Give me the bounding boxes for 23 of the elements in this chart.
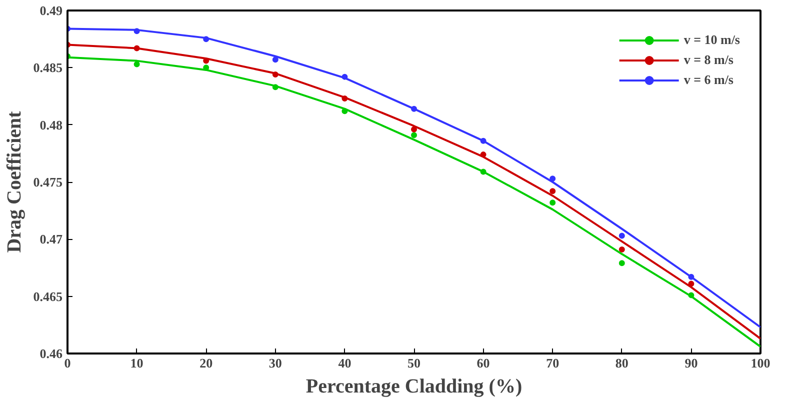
- x-tick-label: 80: [615, 356, 628, 370]
- legend-label: v = 10 m/s: [684, 32, 740, 48]
- legend-label: v = 6 m/s: [684, 72, 734, 88]
- x-tick-label: 30: [268, 356, 282, 370]
- y-axis-title: Drag Coefficient: [3, 110, 26, 253]
- y-tick-label: 0.47: [40, 232, 63, 247]
- x-tick-label: 10: [130, 356, 144, 370]
- y-tick-label: 0.49: [40, 3, 63, 18]
- x-tick-label: 50: [408, 356, 420, 370]
- x-tick-label: 40: [338, 356, 352, 370]
- y-tick-label: 0.465: [33, 288, 63, 304]
- y-tick-label: 0.46: [40, 346, 63, 361]
- x-tick-label: 0: [64, 356, 71, 370]
- y-tick-label: 0.48: [40, 117, 63, 132]
- x-tick-label: 70: [546, 356, 560, 370]
- x-tick-label: 60: [476, 356, 490, 370]
- x-tick-label: 20: [200, 356, 213, 370]
- legend-label: v = 8 m/s: [684, 52, 734, 68]
- y-tick-label: 0.475: [33, 174, 63, 190]
- x-tick-label: 100: [750, 356, 770, 370]
- y-tick-label: 0.485: [33, 60, 63, 76]
- x-tick-label: 90: [684, 356, 698, 370]
- x-axis-title: Percentage Cladding (%): [306, 376, 522, 398]
